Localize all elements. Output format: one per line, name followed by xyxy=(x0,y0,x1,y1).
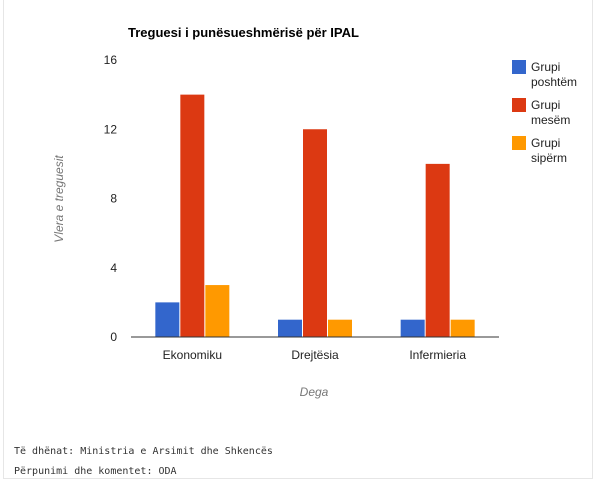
bar xyxy=(425,163,450,337)
y-tick-label: 0 xyxy=(110,330,117,344)
y-tick-label: 4 xyxy=(110,261,117,275)
x-axis-title: Dega xyxy=(300,385,329,399)
bar xyxy=(180,94,205,337)
legend-label: Grupi xyxy=(531,136,560,150)
y-tick-label: 8 xyxy=(110,192,117,206)
legend-swatch xyxy=(512,136,526,150)
x-tick-label: Ekonomiku xyxy=(163,348,222,362)
bar xyxy=(303,129,327,337)
bar xyxy=(278,319,302,337)
plot-area: 0 4 8 12 16 Ekonomiku Drejtësia Infermieria xyxy=(104,53,499,362)
footer-source: Të dhënat: Ministria e Arsimit dhe Shken… xyxy=(14,446,273,457)
bar xyxy=(328,319,352,337)
y-tick-label: 12 xyxy=(104,122,118,136)
bar-chart: Treguesi i punësueshmërisë për IPAL 0 4 8 1… xyxy=(52,25,577,399)
legend-label: Grupi xyxy=(531,60,560,74)
y-tick-label: 16 xyxy=(104,53,118,67)
legend-label: mesëm xyxy=(531,113,570,127)
legend-swatch xyxy=(512,98,526,112)
x-tick-label: Infermieria xyxy=(409,348,466,362)
bar xyxy=(450,319,475,337)
legend-label: sipërm xyxy=(531,151,567,165)
y-axis-title: Vlera e treguesit xyxy=(52,155,66,243)
legend-label: Grupi xyxy=(531,98,560,112)
bar xyxy=(400,319,425,337)
bar xyxy=(155,302,180,337)
bar xyxy=(205,285,230,337)
footer-processing: Përpunimi dhe komentet: ODA xyxy=(14,466,177,477)
legend-swatch xyxy=(512,60,526,74)
x-tick-label: Drejtësia xyxy=(291,348,339,362)
legend-label: poshtëm xyxy=(531,75,577,89)
chart-frame xyxy=(3,0,593,479)
chart-title: Treguesi i punësueshmërisë për IPAL xyxy=(128,25,359,40)
